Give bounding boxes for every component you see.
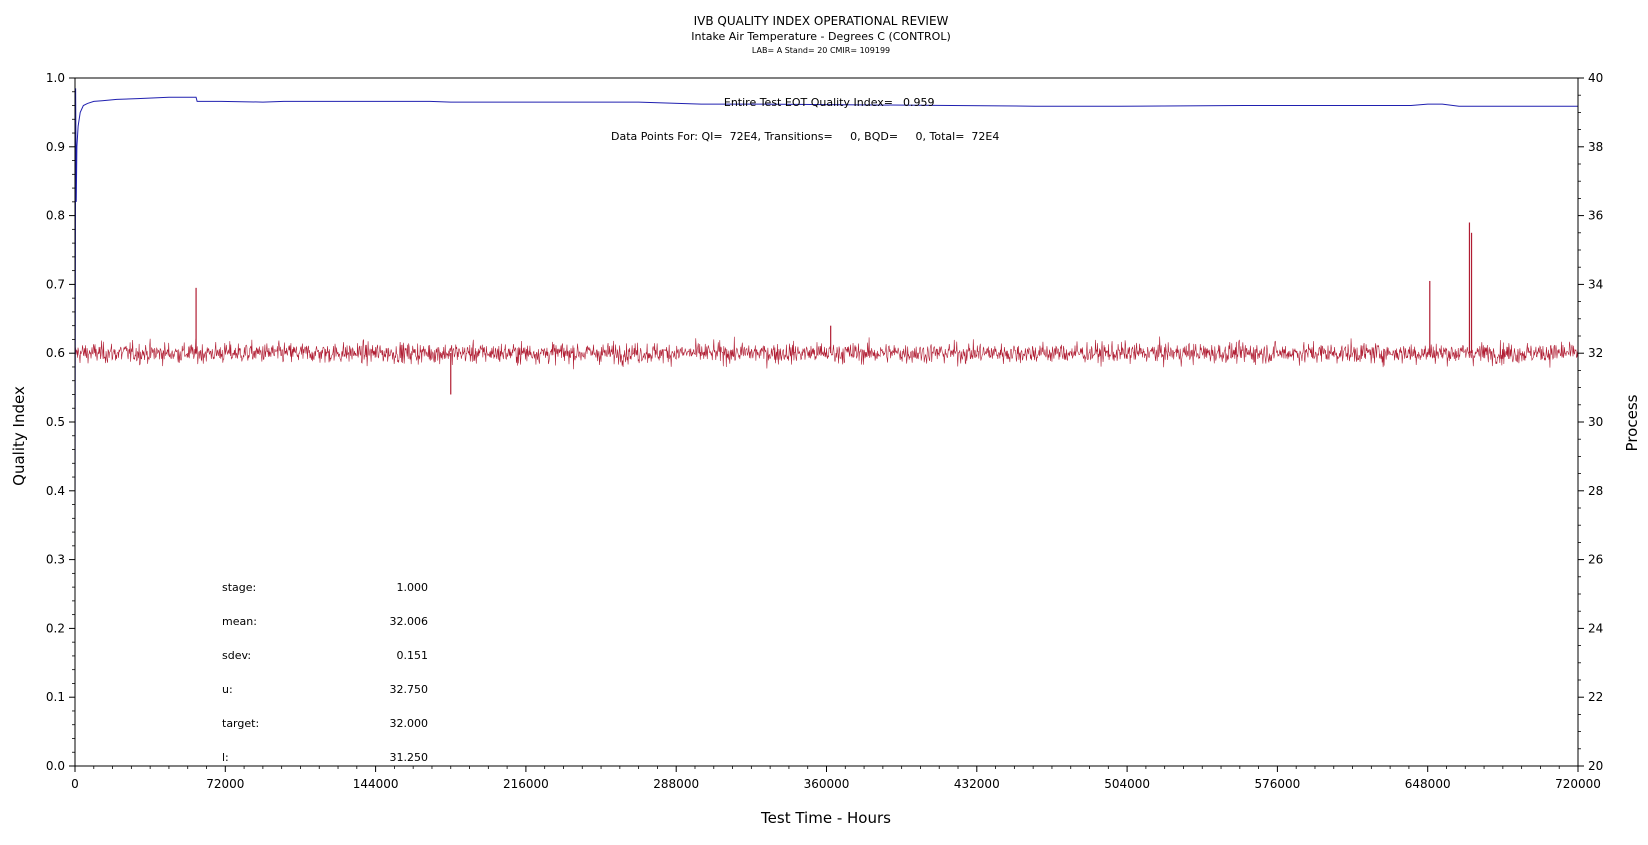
stat-label: l: [222,751,229,764]
stat-value: 0.151 [397,649,429,662]
x-tick-label: 504000 [1104,777,1150,791]
stat-value: 1.000 [397,581,429,594]
y-left-tick-label: 0.0 [46,759,65,773]
y-left-tick-label: 0.3 [46,553,65,567]
stat-label: mean: [222,615,257,628]
y-left-tick-label: 0.8 [46,209,65,223]
stat-value: 31.250 [390,751,429,764]
process-series-line [75,336,1578,370]
quality-index-line [75,88,1578,539]
data-points-annotation: Data Points For: QI= 72E4, Transitions= … [611,130,999,143]
eot-label: Entire Test EOT Quality Index= [724,96,893,109]
eot-value: 0.959 [903,96,935,109]
x-tick-label: 0 [71,777,79,791]
x-tick-label: 576000 [1254,777,1300,791]
x-axis-label: Test Time - Hours [760,809,891,827]
stat-label: target: [222,717,259,730]
y-left-tick-label: 0.6 [46,346,65,360]
y-right-tick-label: 36 [1588,209,1603,223]
y-axis-left-label: Quality Index [10,386,28,486]
y-right-tick-label: 38 [1588,140,1603,154]
y-right-tick-label: 34 [1588,277,1603,291]
y-axis-right-label: Process [1623,394,1641,451]
y-right-tick-label: 22 [1588,690,1603,704]
y-left-tick-label: 0.5 [46,415,65,429]
y-right-tick-label: 30 [1588,415,1603,429]
y-right-tick-label: 26 [1588,553,1603,567]
stat-label: stage: [222,581,256,594]
x-tick-label: 288000 [653,777,699,791]
y-left-tick-label: 0.1 [46,690,65,704]
y-left-tick-label: 0.9 [46,140,65,154]
x-tick-label: 216000 [503,777,549,791]
x-tick-label: 360000 [804,777,850,791]
y-right-tick-label: 32 [1588,346,1603,360]
chart-title: IVB QUALITY INDEX OPERATIONAL REVIEW [694,14,949,28]
y-right-tick-label: 40 [1588,71,1603,85]
y-left-tick-label: 1.0 [46,71,65,85]
chart-subtitle: Intake Air Temperature - Degrees C (CONT… [691,30,951,43]
stat-value: 32.000 [390,717,429,730]
stats-table: stage: 1.000 mean: 32.006 sdev: 0.151 u: 32.750… [222,581,428,764]
stat-value: 32.750 [390,683,429,696]
y-left-tick-label: 0.7 [46,277,65,291]
y-right-tick-label: 28 [1588,484,1603,498]
y-right-tick-label: 24 [1588,621,1603,635]
x-tick-label: 648000 [1405,777,1451,791]
eot-annotation: Entire Test EOT Quality Index= 0.959 [724,96,935,109]
y-left-tick-label: 0.4 [46,484,65,498]
x-tick-label: 720000 [1555,777,1601,791]
stat-value: 32.006 [390,615,429,628]
y-left-tick-label: 0.2 [46,621,65,635]
stat-label: u: [222,683,233,696]
x-tick-label: 144000 [353,777,399,791]
plot-frame [74,77,1579,767]
x-tick-label: 72000 [206,777,244,791]
chart-subsubtitle: LAB= A Stand= 20 CMIR= 109199 [752,46,890,55]
y-right-tick-label: 20 [1588,759,1603,773]
stat-label: sdev: [222,649,251,662]
x-tick-label: 432000 [954,777,1000,791]
